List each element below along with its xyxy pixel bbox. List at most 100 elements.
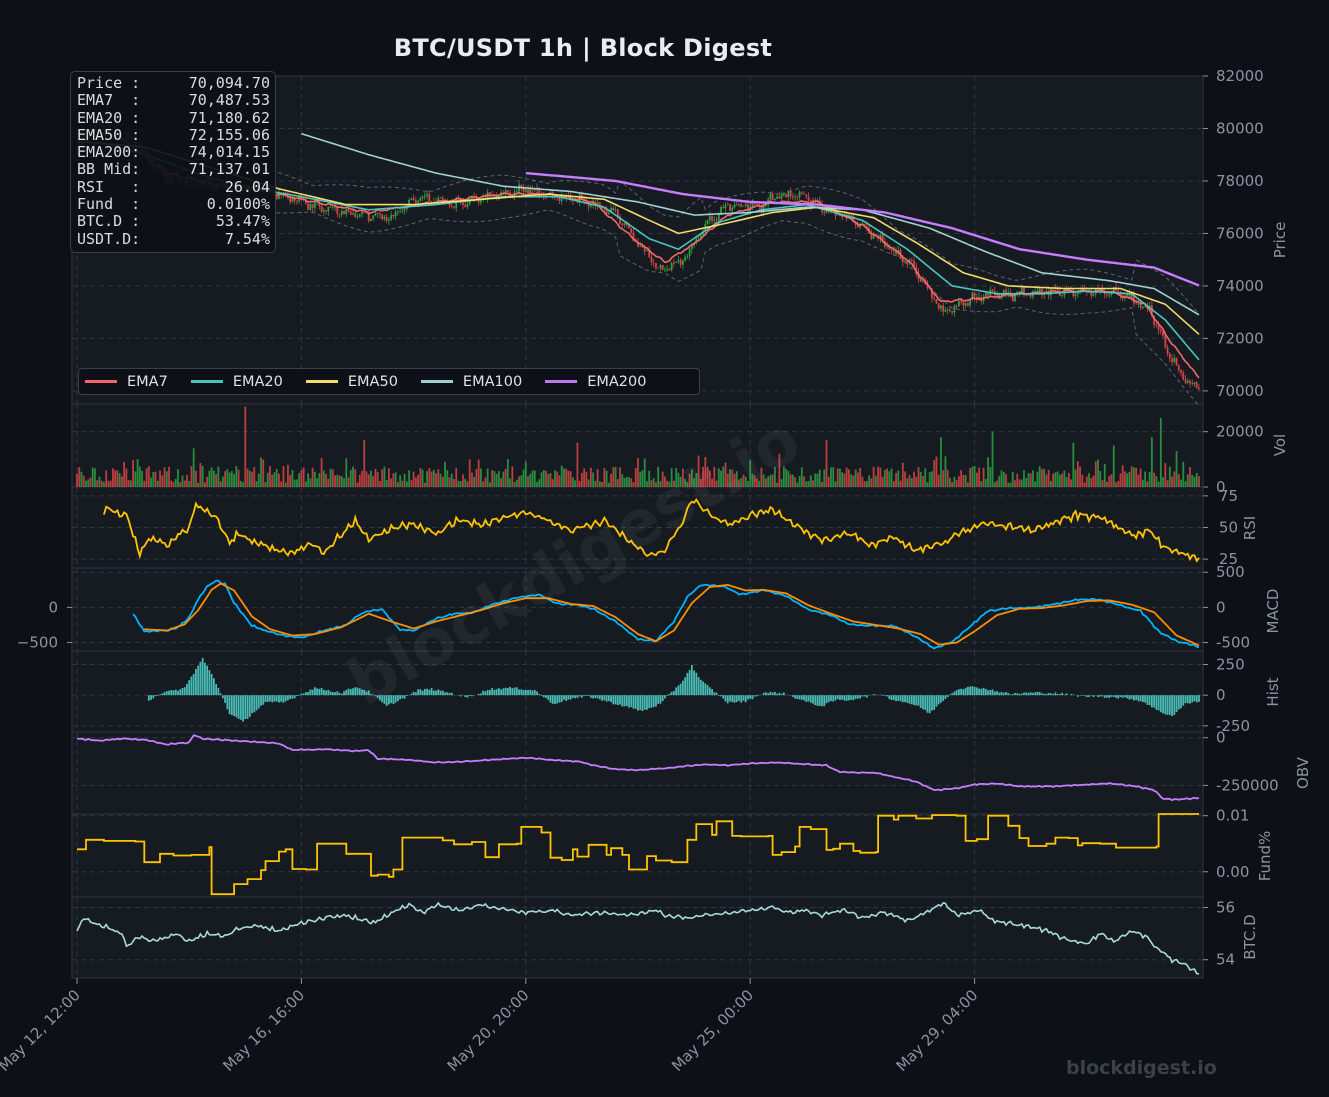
volume-bar <box>610 473 612 487</box>
macd-hist-bar <box>800 695 803 700</box>
macd-hist-bar <box>773 691 776 696</box>
macd-hist-bar <box>1045 693 1048 696</box>
volume-bar <box>625 476 628 487</box>
candle-body <box>437 198 440 202</box>
macd-hist-bar <box>493 689 496 696</box>
volume-bar <box>910 478 913 487</box>
macd-hist-bar <box>372 694 375 696</box>
volume-bar <box>1027 473 1030 487</box>
candle-body <box>354 213 357 218</box>
btc-dominance-line <box>76 901 1200 975</box>
candle-body <box>857 225 859 228</box>
macd-hist-bar <box>892 695 895 701</box>
volume-bar <box>486 468 489 487</box>
candle-body <box>1005 290 1007 294</box>
candle-body <box>1076 292 1079 295</box>
candle-body <box>628 225 630 229</box>
volume-bar <box>576 442 579 487</box>
volume-bar <box>922 476 924 487</box>
macd-hist-bar <box>488 689 491 696</box>
candle-body <box>675 261 678 263</box>
candle-body <box>966 303 969 306</box>
volume-bar <box>969 468 972 487</box>
volume-bar <box>251 471 253 487</box>
legend-item: EMA200 <box>545 374 646 390</box>
volume-bar <box>237 469 240 487</box>
volume-bar <box>127 479 130 487</box>
volume-bar <box>1072 442 1075 487</box>
candle-body <box>711 216 713 221</box>
volume-bar <box>511 466 514 487</box>
macd-hist-bar <box>466 695 469 698</box>
macd-hist-bar <box>419 689 422 696</box>
macd-hist-bar <box>536 691 538 696</box>
macd-hist-bar <box>769 691 772 696</box>
info-row: Fund : 0.0100% <box>77 195 270 213</box>
candle-body <box>697 237 700 239</box>
volume-bar <box>778 453 781 487</box>
volume-bar <box>589 467 592 487</box>
volume-bar <box>459 481 462 487</box>
macd-hist-bar <box>365 691 368 696</box>
y-tick-label-price: 80000 <box>1216 119 1264 137</box>
volume-bar <box>863 481 866 487</box>
macd-hist-bar <box>307 691 310 696</box>
volume-bar <box>1002 471 1005 487</box>
candle-body <box>756 204 758 205</box>
volume-bar <box>334 475 336 487</box>
volume-bar <box>1189 467 1191 487</box>
volume-bar <box>890 468 893 487</box>
volume-bar <box>502 471 505 487</box>
volume-bar <box>897 470 900 487</box>
volume-bar <box>679 476 682 487</box>
volume-bar <box>421 469 424 487</box>
volume-bar <box>89 477 92 487</box>
macd-hist-bar <box>789 695 792 696</box>
candle-body <box>311 204 314 208</box>
candle-body <box>1090 292 1093 296</box>
volume-bar <box>291 470 294 487</box>
candle-body <box>358 214 361 217</box>
volume-bar <box>150 477 152 487</box>
macd-hist-bar <box>1137 695 1140 702</box>
volume-bar <box>731 469 734 487</box>
macd-hist-bar <box>302 693 305 696</box>
volume-bar <box>401 480 404 487</box>
candle-body <box>726 204 729 206</box>
macd-hist-bar <box>468 695 471 697</box>
volume-bar <box>132 460 134 487</box>
volume-bar <box>260 457 262 487</box>
candle-body <box>1164 335 1167 348</box>
volume-bar <box>298 473 301 487</box>
volume-bar <box>742 474 745 487</box>
macd-hist-bar <box>809 695 812 703</box>
volume-bar <box>850 474 853 487</box>
candle-body <box>733 204 736 208</box>
volume-bar <box>289 474 292 487</box>
candle-body <box>630 228 633 233</box>
macd-hist-bar <box>322 689 325 696</box>
candle-body <box>634 241 637 243</box>
macd-hist-bar <box>630 695 633 708</box>
volume-bar <box>396 482 399 487</box>
macd-hist-bar <box>269 695 271 702</box>
macd-hist-bar <box>179 689 182 696</box>
volume-bar <box>273 472 276 487</box>
info-value: 71,137.01 <box>188 160 270 179</box>
candle-body <box>560 196 563 201</box>
volume-bar <box>464 478 467 487</box>
volume-bar <box>632 482 635 487</box>
volume-bar <box>924 468 927 487</box>
volume-bar <box>352 466 354 487</box>
macd-hist-bar <box>623 695 626 707</box>
volume-bar <box>1106 481 1108 487</box>
macd-hist-bar <box>702 681 704 696</box>
macd-hist-bar <box>1076 695 1079 697</box>
macd-hist-bar <box>542 695 545 698</box>
candle-body <box>655 263 657 268</box>
volume-bar <box>518 476 520 487</box>
macd-hist-bar <box>554 695 556 705</box>
volume-bar <box>410 480 413 487</box>
volume-bar <box>987 457 989 487</box>
macd-hist-bar <box>1072 694 1075 696</box>
